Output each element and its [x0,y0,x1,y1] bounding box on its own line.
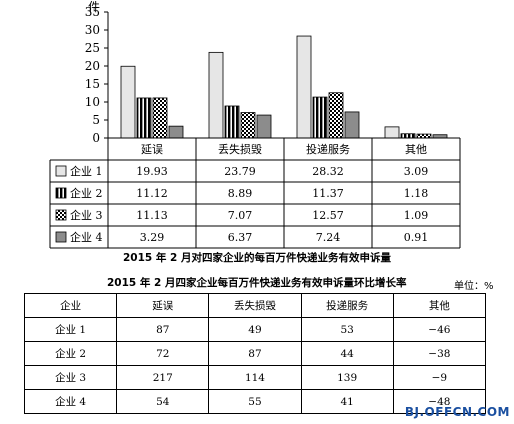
data-label: 7.24 [316,231,341,244]
table-cell: −9 [392,365,487,390]
header-other: 其他 [392,293,487,318]
bar [328,92,344,139]
table-cell: 53 [300,317,394,342]
y-axis-label: 件 [88,0,100,14]
data-label: 23.79 [224,165,256,178]
x-tick-label: 其他 [405,143,427,156]
legend-swatch [55,187,67,199]
y-tick-label: 10 [85,95,100,109]
data-label: 19.93 [136,165,168,178]
table-header-row: 企业 延误 丢失损毁 投递服务 其他 [23,293,487,318]
header-delivery-service: 投递服务 [300,293,394,318]
bar [208,51,224,139]
table-cell: 55 [208,389,302,414]
bar [344,111,360,139]
legend-label: 企业 1 [70,164,103,178]
x-tick-label: 丢失损毁 [218,142,262,156]
table-row: 企业 2 72 87 44 −38 [23,341,487,366]
data-label: 7.07 [228,209,253,222]
table-cell: 44 [300,341,394,366]
y-tick-label: 30 [85,23,100,37]
y-tick-label: 35 [85,5,100,19]
header-company: 企业 [23,293,118,318]
bar [256,114,272,139]
bar [416,133,432,139]
y-tick-label: 25 [85,41,100,55]
legend-swatch [55,165,67,177]
table-row: 企业 1 87 49 53 −46 [23,317,487,342]
x-tick-label: 投递服务 [306,142,350,156]
data-label: 3.29 [140,231,165,244]
table-cell: 217 [116,365,210,390]
y-tick-label: 20 [85,59,100,73]
legend-label: 企业 4 [70,230,103,244]
table-cell: −46 [392,317,487,342]
data-label: 1.09 [404,209,429,222]
y-tick-label: 15 [85,77,100,91]
table-cell: −48 [392,389,487,414]
bar [136,97,152,139]
bar [296,35,312,139]
x-tick-label: 延误 [141,143,163,156]
table-cell: 114 [208,365,302,390]
bar [120,65,136,139]
chart-title: 2015 年 2 月对四家企业的每百万件快递业务有效申诉量 [123,252,391,264]
table-cell: 企业 2 [23,341,118,366]
table-unit: 单位：% [454,281,494,292]
growth-rate-table: 企业 延误 丢失损毁 投递服务 其他 企业 1 87 49 53 −46 企业 … [23,293,487,414]
table-cell: 49 [208,317,302,342]
data-label: 11.13 [136,209,168,222]
bar [152,97,168,139]
table-row: 企业 3 217 114 139 −9 [23,365,487,390]
bar [224,105,240,139]
bar [240,112,256,139]
legend-swatch [55,209,67,221]
legend-label: 企业 3 [70,208,103,222]
y-tick-label: 0 [92,131,100,145]
data-label: 28.32 [312,165,344,178]
table-cell: 企业 3 [23,365,118,390]
data-label: 12.57 [312,209,344,222]
data-label: 6.37 [228,231,253,244]
data-label: 3.09 [404,165,429,178]
table-cell: 139 [300,365,394,390]
table-cell: 企业 1 [23,317,118,342]
bar [384,126,400,139]
legend-label: 企业 2 [70,186,103,200]
header-lost-damaged: 丢失损毁 [208,293,302,318]
bar [168,125,184,139]
legend-swatch [55,231,67,243]
data-label: 1.18 [404,187,429,200]
table-cell: 87 [116,317,210,342]
table-cell: 54 [116,389,210,414]
data-label: 11.37 [312,187,344,200]
data-label: 8.89 [228,187,253,200]
header-delay: 延误 [116,293,210,318]
table-title: 2015 年 2 月四家企业每百万件快递业务有效申诉量环比增长率 [107,277,407,289]
data-label: 0.91 [404,231,429,244]
table-cell: −38 [392,341,487,366]
bar [400,133,416,139]
y-tick-label: 5 [92,113,100,127]
table-cell: 41 [300,389,394,414]
table-cell: 企业 4 [23,389,118,414]
table-row: 企业 4 54 55 41 −48 [23,389,487,414]
watermark-logo: BJ.OFFCN.COM [404,405,510,419]
bar [312,96,328,139]
table-cell: 72 [116,341,210,366]
data-label: 11.12 [136,187,168,200]
table-cell: 87 [208,341,302,366]
